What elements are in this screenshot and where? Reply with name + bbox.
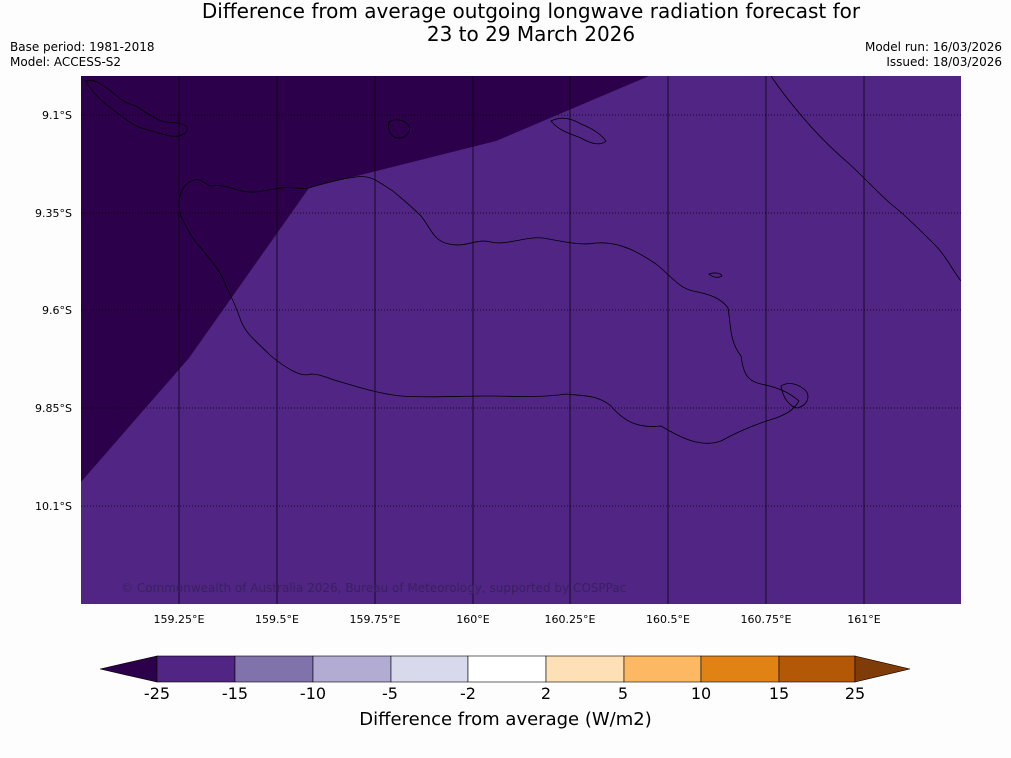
- colorbar-bin-5: [467, 655, 547, 683]
- meta-right: Model run: 16/03/2026 Issued: 18/03/2026: [865, 40, 1002, 70]
- small-island-4: [780, 383, 809, 409]
- model-run: Model run: 16/03/2026: [864, 40, 1002, 54]
- colorbar: [100, 655, 911, 683]
- colorbar-tick: 25: [844, 684, 866, 703]
- lat-label-9-6: 9.6°S: [42, 304, 72, 317]
- colorbar-extend-low: [100, 655, 158, 683]
- graticule: [81, 76, 961, 604]
- map-panel: [81, 76, 961, 604]
- copyright-notice: © Commonwealth of Australia 2026, Bureau…: [121, 581, 627, 595]
- colorbar-bin-1: [156, 655, 236, 683]
- colorbar-bin-8: [700, 655, 780, 683]
- lat-label-9-1: 9.1°S: [42, 109, 72, 122]
- small-island-2: [550, 117, 607, 145]
- coastlines: [85, 76, 961, 444]
- issued-date: Issued: 18/03/2026: [886, 55, 1002, 69]
- small-island-1: [388, 119, 410, 139]
- lat-label-9-85: 9.85°S: [35, 402, 72, 415]
- title-line-1: Difference from average outgoing longwav…: [201, 0, 861, 23]
- lat-label-9-35: 9.35°S: [35, 207, 72, 220]
- colorbar-bin-7: [623, 655, 702, 683]
- colorbar-extend-high: [854, 655, 911, 683]
- lon-label-159-75: 159.75°E: [349, 613, 401, 626]
- colorbar-label: Difference from average (W/m2): [359, 709, 652, 730]
- island-coastline-north: [85, 80, 188, 137]
- colorbar-tick: 10: [690, 684, 712, 703]
- dark-anomaly-region: [81, 76, 649, 482]
- colorbar-tick: -15: [221, 684, 249, 703]
- lon-label-161: 161°E: [847, 613, 881, 626]
- small-island-3: [708, 272, 723, 278]
- colorbar-tick: -5: [382, 684, 398, 703]
- map-title: Difference from average outgoing longwav…: [0, 0, 1011, 46]
- colorbar-bin-6: [545, 655, 625, 683]
- colorbar-tick: 15: [768, 684, 790, 703]
- colorbar-bin-4: [390, 655, 469, 683]
- colorbar-bin-3: [312, 655, 392, 683]
- base-period: Base period: 1981-2018: [10, 40, 155, 54]
- model-name: Model: ACCESS-S2: [10, 55, 122, 69]
- guadalcanal-coastline: [178, 176, 800, 444]
- lon-label-160-75: 160.75°E: [740, 613, 792, 626]
- lon-label-159-5: 159.5°E: [255, 613, 299, 626]
- lon-label-160: 160°E: [456, 613, 490, 626]
- colorbar-tick: 5: [617, 684, 629, 703]
- colorbar-bin-9: [778, 655, 856, 683]
- colorbar-bin-2: [234, 655, 314, 683]
- lon-label-159-25: 159.25°E: [153, 613, 205, 626]
- title-line-2: 23 to 29 March 2026: [426, 22, 636, 46]
- colorbar-tick: -10: [299, 684, 327, 703]
- colorbar-tick: -25: [143, 684, 171, 703]
- colorbar-tick: 2: [540, 684, 552, 703]
- lon-label-160-25: 160.25°E: [544, 613, 596, 626]
- meta-left: Base period: 1981-2018 Model: ACCESS-S2: [10, 40, 155, 70]
- lon-label-160-5: 160.5°E: [646, 613, 690, 626]
- lat-label-10-1: 10.1°S: [35, 500, 72, 513]
- colorbar-tick: -2: [460, 684, 476, 703]
- malaita-coastline: [770, 76, 961, 282]
